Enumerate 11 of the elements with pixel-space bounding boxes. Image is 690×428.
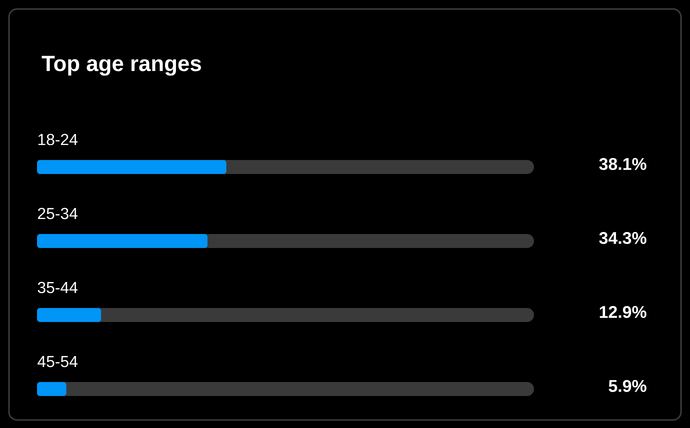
data-label: 34.3% xyxy=(599,232,646,244)
y-tick-label: 25-34 xyxy=(38,208,78,220)
bar xyxy=(37,382,66,396)
chart-title: Top age ranges xyxy=(42,56,201,76)
y-tick-label: 45-54 xyxy=(38,356,78,368)
y-tick-label: 18-24 xyxy=(38,134,78,146)
bar xyxy=(37,308,102,322)
data-label: 5.9% xyxy=(608,380,646,392)
data-label: 12.9% xyxy=(600,306,646,318)
data-label: 38.1% xyxy=(599,158,646,170)
y-tick-label: 35-44 xyxy=(38,282,78,294)
